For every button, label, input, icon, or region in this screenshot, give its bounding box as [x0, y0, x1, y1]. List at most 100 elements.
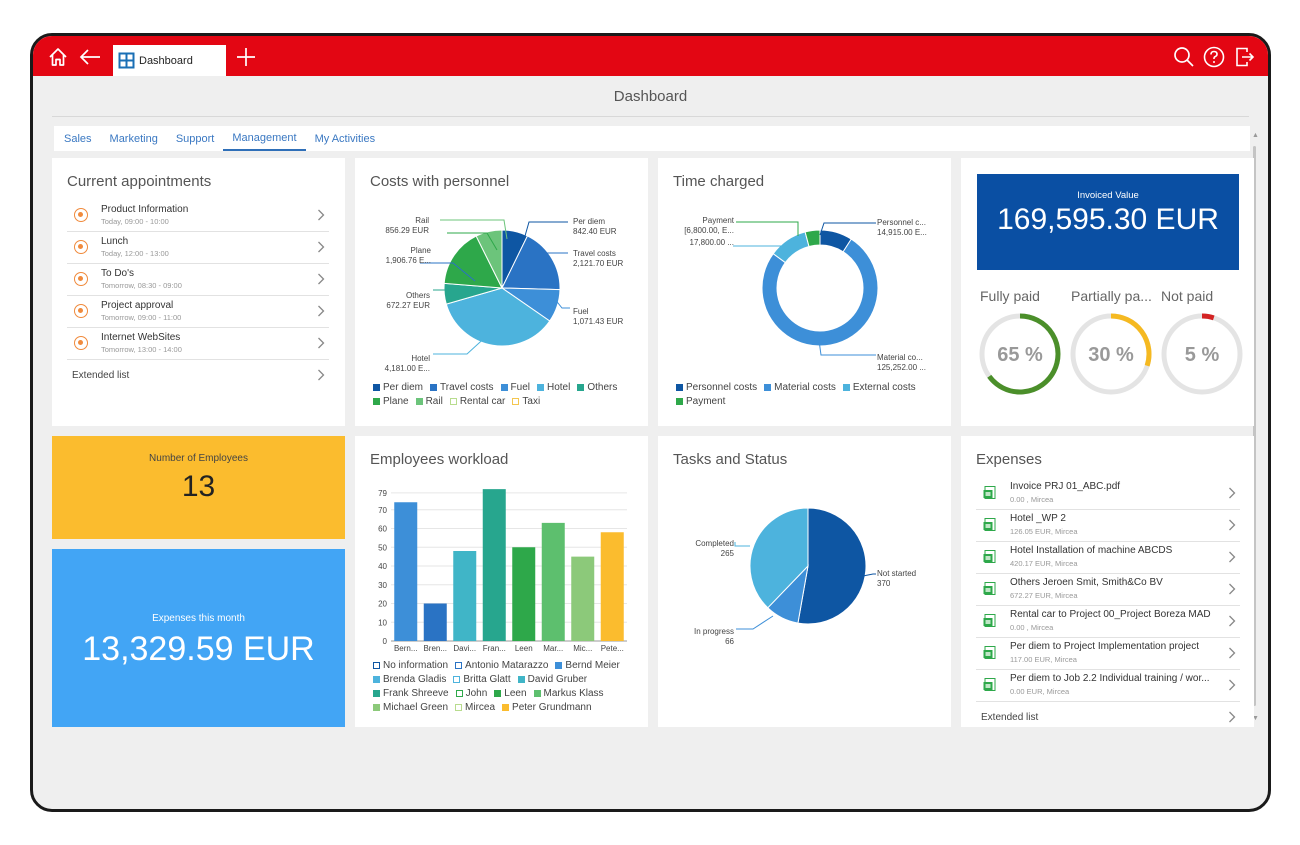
- appointment-item[interactable]: To Do's Tomorrow, 08:30 - 09:00: [67, 264, 329, 296]
- legend-label: Britta Glatt: [463, 674, 511, 685]
- workload-legend-item[interactable]: Frank Shreeve: [373, 688, 449, 699]
- costs-pie: [443, 229, 561, 347]
- costs-legend-item[interactable]: Rental car: [449, 396, 505, 407]
- workload-legend-item[interactable]: Antonio Matarazzo: [455, 660, 548, 671]
- expenses-month-tile[interactable]: Expenses this month 13,329.59 EUR: [52, 549, 345, 727]
- add-tab-icon[interactable]: [233, 44, 259, 70]
- employees-count-tile[interactable]: Number of Employees 13: [52, 436, 345, 539]
- workload-legend-item[interactable]: Mircea: [455, 702, 495, 713]
- back-arrow-icon[interactable]: [77, 44, 103, 70]
- home-icon[interactable]: [45, 44, 71, 70]
- appointment-item[interactable]: Project approval Tomorrow, 09:00 - 11:00: [67, 296, 329, 328]
- time-legend-item[interactable]: Material costs: [764, 382, 836, 393]
- legend-label: Hotel: [547, 382, 571, 393]
- workload-bar[interactable]: [423, 603, 447, 642]
- legend-label: Per diem: [383, 382, 424, 393]
- legend-swatch: [517, 676, 525, 683]
- costs-legend-item[interactable]: Fuel: [500, 382, 530, 393]
- tab-sales[interactable]: Sales: [64, 132, 92, 145]
- costs-slice-hotel[interactable]: [445, 287, 551, 347]
- tasks-slice-completed[interactable]: [749, 507, 809, 609]
- tab-my-activities[interactable]: My Activities: [314, 132, 376, 145]
- legend-swatch: [373, 662, 380, 669]
- expense-item[interactable]: Per diem to Job 2.2 Individual training …: [976, 670, 1240, 702]
- expense-meta: 0.00 , Mircea: [1010, 495, 1054, 504]
- expense-item[interactable]: Hotel Installation of machine ABCDS 420.1…: [976, 542, 1240, 574]
- workload-legend-item[interactable]: John: [455, 688, 487, 699]
- x-tick-label: Pete...: [601, 644, 624, 653]
- workload-bar[interactable]: [571, 556, 595, 641]
- expenses-extended-list[interactable]: Extended list: [976, 702, 1240, 734]
- appointment-item[interactable]: Lunch Today, 12:00 - 13:00: [67, 232, 329, 264]
- costs-slice-travel-costs[interactable]: [501, 235, 561, 291]
- legend-label: David Gruber: [527, 674, 588, 685]
- time-slice-payment[interactable]: [804, 229, 821, 248]
- workload-legend-item[interactable]: Peter Grundmann: [502, 702, 592, 713]
- tab-management[interactable]: Management: [223, 126, 306, 151]
- appointments-extended-list[interactable]: Extended list: [67, 360, 329, 392]
- time-legend-item[interactable]: External costs: [842, 382, 916, 393]
- expense-item[interactable]: Per diem to Project Implementation proje…: [976, 638, 1240, 670]
- workload-bar[interactable]: [512, 547, 536, 641]
- time-legend-item[interactable]: Personnel costs: [676, 382, 757, 393]
- appointment-item[interactable]: Internet WebSites Tomorrow, 13:00 - 14:00: [67, 328, 329, 360]
- costs-slice-rail[interactable]: [475, 229, 503, 289]
- appointment-item[interactable]: Product Information Today, 09:00 - 10:00: [67, 200, 329, 232]
- costs-legend-item[interactable]: Plane: [373, 396, 409, 407]
- tasks-slice-not-started[interactable]: [797, 507, 867, 625]
- workload-legend-item[interactable]: No information: [373, 660, 448, 671]
- tab-support[interactable]: Support: [175, 132, 215, 145]
- costs-legend-item[interactable]: Rail: [415, 396, 443, 407]
- tab-dashboard[interactable]: Dashboard: [113, 45, 226, 76]
- help-icon[interactable]: [1201, 44, 1227, 70]
- invoiced-value: 169,595.30 EUR: [997, 203, 1219, 236]
- workload-legend-item[interactable]: David Gruber: [517, 674, 588, 685]
- costs-legend-item[interactable]: Hotel: [537, 382, 570, 393]
- legend-swatch: [373, 704, 380, 711]
- workload-legend-item[interactable]: Bernd Meier: [555, 660, 620, 671]
- vertical-scrollbar[interactable]: ▲ ▼: [1252, 132, 1259, 722]
- expense-item[interactable]: Others Jeroen Smit, Smith&Co BV 672.27 EU…: [976, 574, 1240, 606]
- logout-icon[interactable]: [1231, 44, 1257, 70]
- appointment-title: To Do's: [101, 268, 135, 279]
- gauge-arc: [987, 313, 1061, 395]
- workload-legend-item[interactable]: Leen: [494, 688, 527, 699]
- workload-bar[interactable]: [394, 502, 418, 641]
- tab-marketing[interactable]: Marketing: [109, 132, 158, 145]
- chevron-right-icon: [318, 369, 325, 381]
- x-tick-label: Davi...: [453, 644, 476, 653]
- workload-bar[interactable]: [482, 489, 506, 641]
- time-slice-material-costs[interactable]: [761, 238, 879, 347]
- time-label-payment: Payment [6,800.00, E...: [684, 216, 734, 235]
- workload-legend-item[interactable]: Britta Glatt: [453, 674, 511, 685]
- invoiced-value-tile[interactable]: Invoiced Value 169,595.30 EUR: [977, 174, 1239, 270]
- time-label-personnel: Personnel c... 14,915.00 E...: [877, 218, 927, 237]
- scroll-down-icon[interactable]: ▼: [1252, 715, 1259, 722]
- time-legend-item[interactable]: Payment: [676, 396, 725, 407]
- costs-personnel-chart: [420, 219, 570, 355]
- workload-legend-item[interactable]: Markus Klass: [533, 688, 604, 699]
- costs-legend-item[interactable]: Taxi: [512, 396, 540, 407]
- costs-legend-item[interactable]: Per diem: [373, 382, 423, 393]
- chevron-right-icon: [318, 241, 325, 253]
- workload-legend-item[interactable]: Brenda Gladis: [373, 674, 446, 685]
- search-icon[interactable]: [1171, 44, 1197, 70]
- costs-legend-item[interactable]: Others: [577, 382, 617, 393]
- workload-bar[interactable]: [600, 532, 624, 641]
- chevron-right-icon: [1229, 487, 1236, 499]
- expense-item[interactable]: Hotel _WP 2 126.05 EUR, Mircea: [976, 510, 1240, 542]
- scroll-thumb[interactable]: [1253, 146, 1256, 706]
- costs-legend-item[interactable]: Travel costs: [430, 382, 494, 393]
- workload-bar[interactable]: [541, 522, 565, 641]
- time-slice-external-costs[interactable]: [772, 231, 810, 264]
- workload-bar[interactable]: [453, 551, 477, 641]
- costs-leader-lines: [420, 219, 570, 355]
- expense-item[interactable]: Invoice PRJ 01_ABC.pdf 0.00 , Mircea: [976, 478, 1240, 510]
- expense-item[interactable]: Rental car to Project 00_Project Boreza …: [976, 606, 1240, 638]
- scroll-up-icon[interactable]: ▲: [1252, 132, 1259, 139]
- costs-slice-plane[interactable]: [443, 235, 503, 289]
- workload-legend-item[interactable]: Michael Green: [373, 702, 448, 713]
- chevron-right-icon: [1229, 583, 1236, 595]
- legend-swatch: [500, 384, 508, 391]
- invoiced-card: Invoiced Value 169,595.30 EUR Fully paid…: [961, 158, 1254, 426]
